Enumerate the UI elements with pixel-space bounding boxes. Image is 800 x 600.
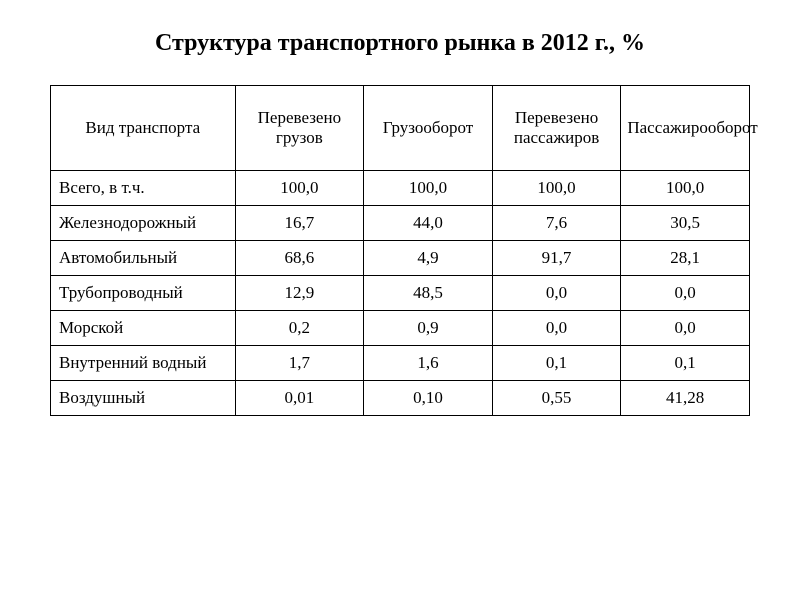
row-val: 12,9 <box>235 276 364 311</box>
row-val: 0,2 <box>235 311 364 346</box>
transport-table: Вид транспорта Перевезено грузов Грузооб… <box>50 85 750 416</box>
row-val: 100,0 <box>621 171 750 206</box>
row-label: Внутренний водный <box>51 346 236 381</box>
row-val: 100,0 <box>492 171 621 206</box>
row-val: 0,01 <box>235 381 364 416</box>
row-val: 1,6 <box>364 346 493 381</box>
row-val: 44,0 <box>364 206 493 241</box>
row-val: 30,5 <box>621 206 750 241</box>
page-title: Структура транспортного рынка в 2012 г.,… <box>50 30 750 57</box>
table-body: Всего, в т.ч. 100,0 100,0 100,0 100,0 Же… <box>51 171 750 416</box>
row-label: Воздушный <box>51 381 236 416</box>
table-header-row: Вид транспорта Перевезено грузов Грузооб… <box>51 86 750 171</box>
row-val: 0,55 <box>492 381 621 416</box>
row-val: 0,0 <box>621 311 750 346</box>
row-val: 41,28 <box>621 381 750 416</box>
row-val: 0,0 <box>621 276 750 311</box>
row-val: 91,7 <box>492 241 621 276</box>
row-label: Трубопроводный <box>51 276 236 311</box>
table-row: Трубопроводный 12,9 48,5 0,0 0,0 <box>51 276 750 311</box>
table-row: Железнодорожный 16,7 44,0 7,6 30,5 <box>51 206 750 241</box>
page: Структура транспортного рынка в 2012 г.,… <box>0 0 800 446</box>
row-val: 0,9 <box>364 311 493 346</box>
row-val: 0,1 <box>621 346 750 381</box>
row-label: Морской <box>51 311 236 346</box>
row-val: 0,0 <box>492 311 621 346</box>
row-val: 0,0 <box>492 276 621 311</box>
row-val: 100,0 <box>235 171 364 206</box>
row-val: 4,9 <box>364 241 493 276</box>
col-header-turnover: Грузооборот <box>364 86 493 171</box>
row-val: 0,1 <box>492 346 621 381</box>
row-val: 48,5 <box>364 276 493 311</box>
col-header-type: Вид транспорта <box>51 86 236 171</box>
row-val: 7,6 <box>492 206 621 241</box>
row-val: 100,0 <box>364 171 493 206</box>
row-val: 16,7 <box>235 206 364 241</box>
table-row: Всего, в т.ч. 100,0 100,0 100,0 100,0 <box>51 171 750 206</box>
table-row: Воздушный 0,01 0,10 0,55 41,28 <box>51 381 750 416</box>
col-header-passengers: Перевезено пассажиров <box>492 86 621 171</box>
col-header-pturnover: Пассажирооборот <box>621 86 750 171</box>
row-label: Железнодорожный <box>51 206 236 241</box>
row-label: Всего, в т.ч. <box>51 171 236 206</box>
row-label: Автомобильный <box>51 241 236 276</box>
row-val: 0,10 <box>364 381 493 416</box>
row-val: 68,6 <box>235 241 364 276</box>
table-row: Морской 0,2 0,9 0,0 0,0 <box>51 311 750 346</box>
row-val: 28,1 <box>621 241 750 276</box>
table-row: Автомобильный 68,6 4,9 91,7 28,1 <box>51 241 750 276</box>
table-row: Внутренний водный 1,7 1,6 0,1 0,1 <box>51 346 750 381</box>
col-header-cargo: Перевезено грузов <box>235 86 364 171</box>
row-val: 1,7 <box>235 346 364 381</box>
